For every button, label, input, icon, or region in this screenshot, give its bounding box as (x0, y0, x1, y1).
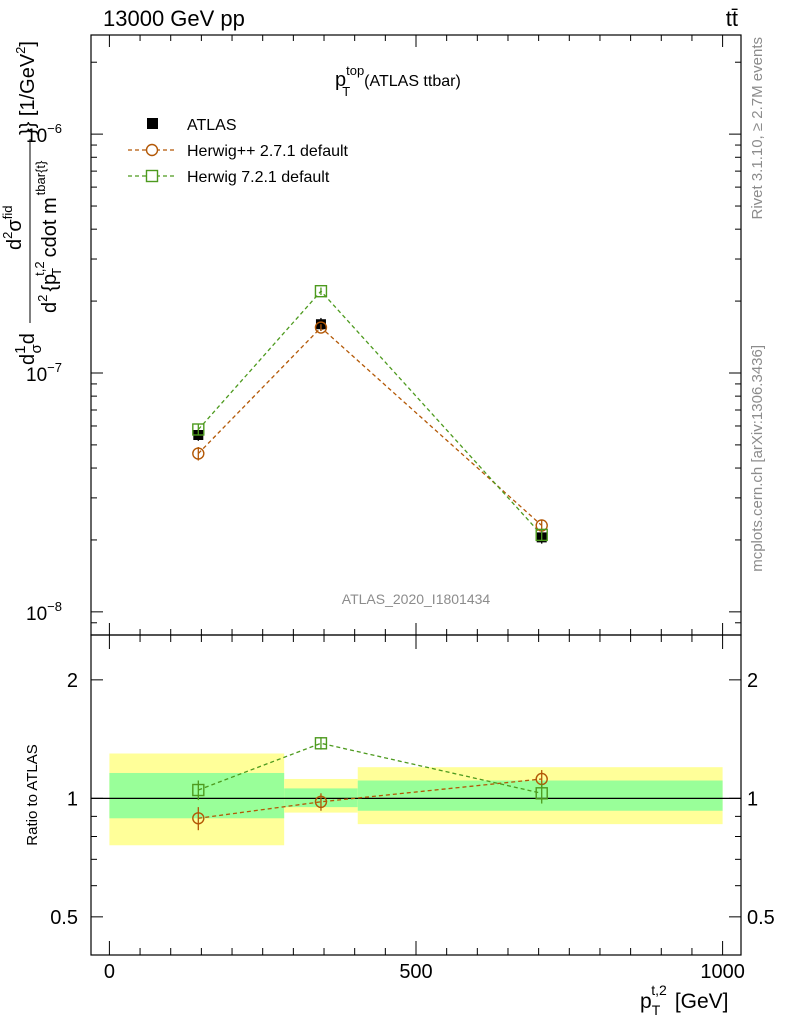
legend-label-herwig7: Herwig 7.2.1 default (187, 169, 330, 186)
ratio-band-green (357, 780, 723, 811)
header-right-label: tt̄ (726, 6, 738, 31)
legend-item-herwig7: Herwig 7.2.1 default (128, 169, 330, 186)
legend-item-herwigpp: Herwig++ 2.7.1 default (128, 143, 349, 160)
legend-marker-atlas (147, 118, 158, 129)
ratio-series-line (198, 742, 542, 794)
main-ylabel: d1σd d2{pTt,2cdot mtbar{t} d2σfid }} [1/… (0, 41, 64, 365)
main-point-herwigpp (314, 321, 328, 334)
main-ytick-label: 10−7 (26, 360, 62, 386)
main-series-line (197, 290, 543, 536)
header-left-label: 13000 GeV pp (103, 6, 245, 31)
main-point-herwig7 (314, 284, 328, 298)
xtick-label: 1000 (700, 961, 745, 983)
ratio-ylabel: Ratio to ATLAS (24, 744, 41, 845)
main-series-marks (192, 284, 548, 544)
ratio-panel: 0.5 0.5 1 1 2 2 0 500 1000 Ratio to ATLAS pTt,2… (24, 634, 775, 1018)
rivet-label: Rivet 3.1.10, ≥ 2.7M events (749, 37, 766, 220)
xtick-label: 500 (399, 961, 432, 983)
ratio-ytick-labels: 0.5 0.5 1 1 2 2 (50, 670, 775, 929)
svg-text:d2σfid: d2σfid (0, 206, 26, 250)
ratio-series-marks (192, 737, 548, 831)
legend-item-atlas: ATLAS (147, 117, 237, 134)
source-label: mcplots.cern.ch [arXiv:1306.3436] (749, 345, 766, 572)
svg-text:}} [1/GeV2]: }} [1/GeV2] (13, 41, 39, 135)
ratio-ytick-label-right: 0.5 (747, 907, 775, 929)
xlabel: pTt,2 [GeV] (640, 982, 729, 1018)
ratio-ticks (91, 635, 741, 956)
legend-label-atlas: ATLAS (187, 117, 237, 134)
main-panel: 10−8 10−7 10−6 ptop T(ATLAS ttbar) ATLAS_20… (0, 34, 742, 636)
svg-text:d1σd: d1σd (12, 333, 45, 365)
legend: ATLAS Herwig++ 2.7.1 default Herwig 7.2.… (128, 117, 349, 186)
ratio-bands (109, 753, 723, 846)
main-title: ptop T(ATLAS ttbar) (335, 63, 461, 99)
xtick-label: 0 (104, 961, 115, 983)
main-point-herwigpp (192, 447, 205, 460)
main-series-line (197, 326, 543, 526)
legend-marker-herwigpp (145, 143, 159, 157)
ratio-ytick-label-left: 0.5 (50, 907, 78, 929)
ratio-point-herwig7 (192, 783, 205, 797)
ratio-xtick-labels: 0 500 1000 (104, 961, 745, 983)
legend-label-herwigpp: Herwig++ 2.7.1 default (187, 143, 349, 160)
ratio-point-herwig7 (535, 787, 548, 800)
ratio-ytick-label-left: 2 (67, 670, 78, 692)
main-ytick-label: 10−6 (26, 121, 62, 147)
ratio-point-herwig7 (314, 737, 328, 750)
ratio-ytick-label-right: 1 (747, 788, 758, 810)
main-ticks (91, 35, 741, 636)
main-point-herwig7 (192, 423, 205, 436)
main-point-herwig7 (535, 528, 548, 542)
main-series-lines (197, 290, 543, 536)
ratio-ytick-label-left: 1 (67, 788, 78, 810)
main-ytick-labels: 10−8 10−7 10−6 (26, 121, 62, 625)
ratio-ytick-label-right: 2 (747, 670, 758, 692)
svg-text:d2{pTt,2cdot mtbar{t}: d2{pTt,2cdot mtbar{t} (32, 160, 64, 313)
ratio-point-herwigpp (314, 795, 328, 809)
ratio-point-herwigpp (192, 812, 205, 825)
analysis-watermark: ATLAS_2020_I1801434 (342, 591, 491, 607)
ratio-series-lines (198, 742, 542, 819)
legend-marker-herwig7 (145, 169, 159, 183)
main-ytick-label: 10−8 (26, 599, 62, 625)
